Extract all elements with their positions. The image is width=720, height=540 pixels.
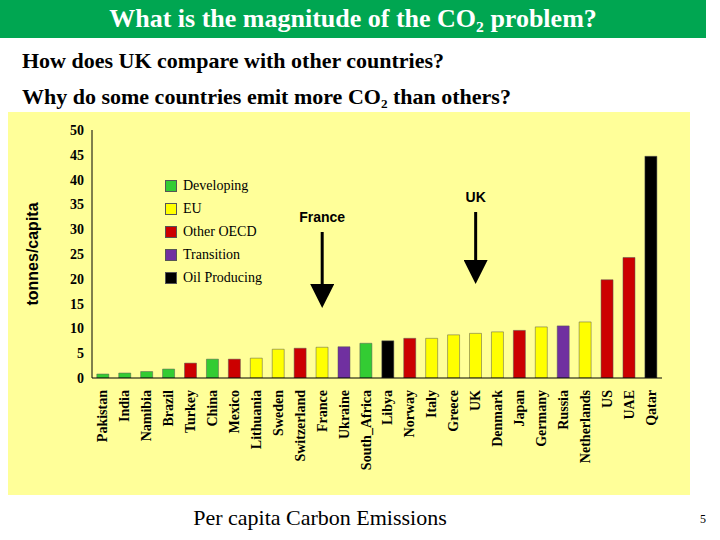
html-text:Per capita Carbon Emissions: Per capita Carbon Emissions [193,505,447,530]
svg-text:Italy: Italy [424,390,439,418]
svg-text:50: 50 [70,123,84,138]
html-text:Developing: Developing [183,177,249,193]
svg-text:tonnes/capita: tonnes/capita [24,202,41,305]
svg-text:India: India [117,390,132,422]
svg-text:South_Africa: South_Africa [359,390,374,470]
svg-text:China: China [205,390,220,427]
svg-text:UK: UK [466,189,486,205]
svg-text:30: 30 [70,222,84,237]
svg-text:10: 10 [70,321,84,336]
html-text:What is the magnitude of the C: What is the magnitude of the CO₂ problem… [109,4,597,33]
svg-text:Mexico: Mexico [227,390,242,434]
svg-text:40: 40 [70,173,84,188]
svg-text:US: US [600,390,615,408]
svg-text:15: 15 [70,297,84,312]
svg-text:Japan: Japan [512,390,527,427]
svg-text:Norway: Norway [402,390,417,437]
svg-text:Denmark: Denmark [490,390,505,447]
svg-text:Switzerland: Switzerland [293,390,308,462]
html-text:Transition: Transition [183,246,241,262]
svg-text:Qatar: Qatar [644,390,659,426]
html-text:Oil Producing: Oil Producing [183,269,262,285]
svg-text:Brazil: Brazil [161,390,176,427]
svg-text:Netherlands: Netherlands [578,389,593,463]
html-text:5: 5 [700,512,706,526]
svg-text:Ukraine: Ukraine [337,390,352,439]
svg-text:25: 25 [70,247,84,262]
svg-text:0: 0 [77,371,84,386]
svg-text:35: 35 [70,197,84,212]
svg-text:Turkey: Turkey [183,390,198,433]
svg-text:UK: UK [468,390,483,411]
svg-text:5: 5 [77,346,84,361]
html-text:EU: EU [183,200,202,216]
svg-text:Russia: Russia [556,390,571,430]
svg-text:Lithuania: Lithuania [249,390,264,449]
svg-text:Germany: Germany [534,390,549,447]
html-text:Other OECD: Other OECD [183,223,257,239]
svg-text:20: 20 [70,272,84,287]
svg-text:Namibia: Namibia [139,390,154,441]
svg-text:Sweden: Sweden [271,390,286,436]
svg-text:Pakistan: Pakistan [95,390,110,442]
svg-text:45: 45 [70,148,84,163]
html-text:Why do some countries emit mor: Why do some countries emit more CO₂ than… [22,84,511,109]
svg-text:France: France [299,209,345,225]
svg-text:France: France [315,390,330,432]
svg-text:Greece: Greece [446,390,461,432]
svg-text:Libya: Libya [380,390,395,425]
html-text:How does UK compare with other: How does UK compare with other countries… [22,48,444,73]
svg-text:UAE: UAE [622,390,637,420]
